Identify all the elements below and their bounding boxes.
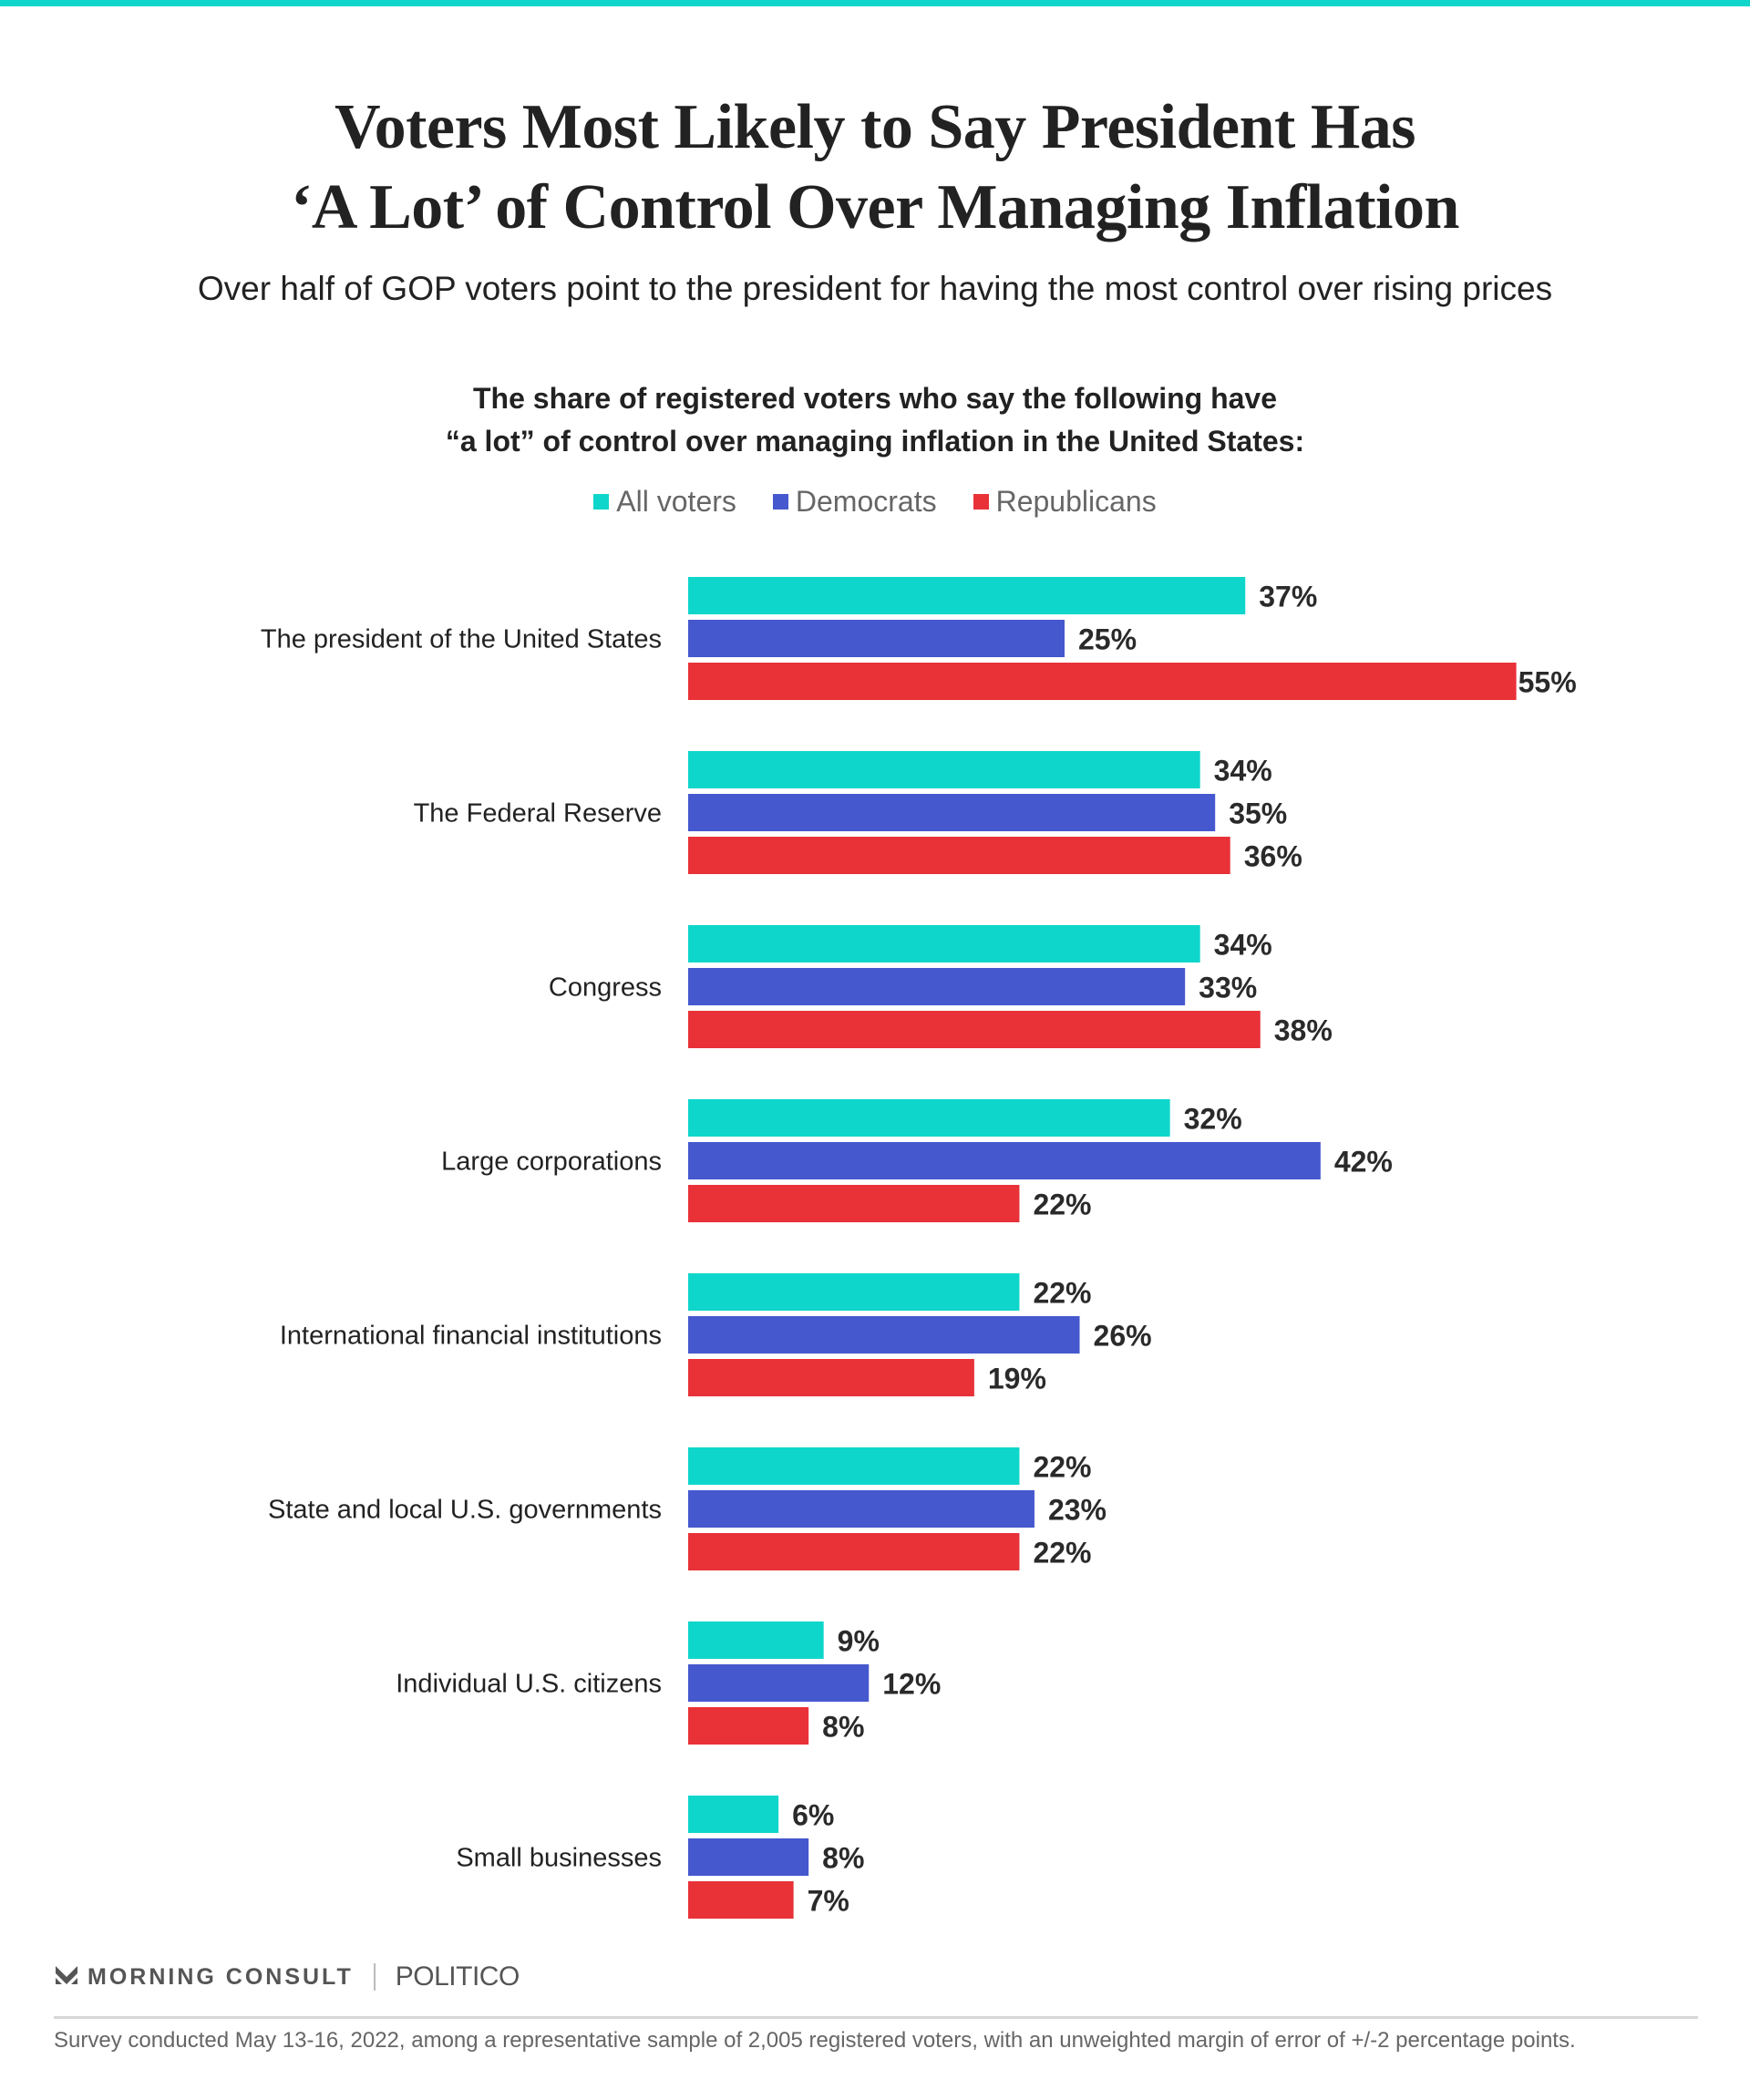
data-label: 42%	[1334, 1146, 1393, 1179]
bar	[688, 1011, 1261, 1048]
data-label: 22%	[1033, 1277, 1091, 1310]
legend: All voters Democrats Republicans	[0, 485, 1750, 519]
title-line-2: ‘A Lot’ of Control Over Managing Inflati…	[291, 172, 1459, 242]
bar	[688, 663, 1517, 700]
data-label: 55%	[1518, 666, 1577, 699]
data-label: 32%	[1184, 1103, 1242, 1136]
footer-logos: MORNING CONSULT POLITICO	[55, 1961, 520, 1992]
chart-heading: The share of registered voters who say t…	[0, 377, 1750, 463]
category-label: The president of the United States	[261, 625, 662, 654]
bar	[688, 794, 1216, 831]
data-label: 6%	[792, 1799, 834, 1832]
legend-swatch	[593, 494, 610, 510]
data-label: 37%	[1259, 581, 1317, 613]
bar	[688, 620, 1065, 657]
data-label: 23%	[1048, 1494, 1107, 1527]
data-label: 36%	[1244, 840, 1302, 873]
legend-item-democrats: Democrats	[772, 485, 937, 519]
data-label: 8%	[822, 1711, 864, 1744]
data-label: 19%	[988, 1363, 1046, 1395]
data-label: 35%	[1229, 798, 1287, 830]
footer-divider	[54, 2016, 1698, 2019]
bar	[688, 1185, 1020, 1222]
data-label: 22%	[1033, 1451, 1091, 1484]
bar	[688, 1359, 974, 1396]
data-label: 25%	[1078, 623, 1137, 656]
data-label: 38%	[1274, 1014, 1333, 1047]
data-label: 12%	[882, 1668, 941, 1701]
legend-label: Republicans	[995, 485, 1157, 518]
legend-item-all-voters: All voters	[593, 485, 736, 519]
bar	[688, 1621, 824, 1659]
bar	[688, 1099, 1170, 1137]
category-label: Large corporations	[441, 1148, 662, 1177]
bar	[688, 1707, 809, 1745]
bar	[688, 1142, 1321, 1179]
data-label: 22%	[1033, 1189, 1091, 1221]
data-label: 34%	[1214, 755, 1272, 788]
category-label: The Federal Reserve	[414, 799, 662, 829]
morning-consult-logo: MORNING CONSULT	[88, 1963, 354, 1990]
category-label: State and local U.S. governments	[268, 1496, 662, 1525]
category-label: Small businesses	[456, 1844, 662, 1873]
bar	[688, 1664, 870, 1702]
bar	[688, 925, 1200, 962]
heading-line-2: “a lot” of control over managing inflati…	[445, 425, 1305, 458]
category-label: Individual U.S. citizens	[396, 1670, 662, 1699]
data-label: 34%	[1214, 929, 1272, 962]
legend-label: Democrats	[795, 485, 937, 518]
bar-chart: The president of the United States 37% 25%…	[261, 577, 1577, 1919]
footnote: Survey conducted May 13-16, 2022, among …	[54, 2028, 1576, 2053]
morning-consult-logo-icon	[56, 1966, 77, 1984]
data-label: 33%	[1199, 972, 1257, 1004]
logo-divider	[373, 1963, 376, 1991]
heading-line-1: The share of registered voters who say t…	[473, 382, 1277, 415]
bar	[688, 1490, 1035, 1528]
data-label: 26%	[1094, 1320, 1152, 1353]
category-label: International financial institutions	[280, 1322, 662, 1351]
top-accent-bar	[0, 0, 1750, 6]
bar	[688, 837, 1230, 874]
bar	[688, 1796, 779, 1833]
bar	[688, 1273, 1020, 1311]
bar	[688, 1447, 1020, 1485]
data-label: 9%	[838, 1625, 880, 1658]
bar	[688, 1881, 794, 1919]
data-label: 22%	[1033, 1537, 1091, 1570]
legend-label: All voters	[616, 485, 736, 518]
bar	[688, 1838, 809, 1876]
chart-subtitle: Over half of GOP voters point to the pre…	[197, 270, 1553, 307]
data-label: 7%	[808, 1885, 849, 1918]
bar	[688, 1533, 1020, 1570]
legend-item-republicans: Republicans	[973, 485, 1157, 519]
legend-swatch	[772, 494, 788, 510]
bar	[688, 968, 1186, 1005]
category-label: Congress	[549, 973, 662, 1003]
chart-title: Voters Most Likely to Say President Has …	[0, 88, 1750, 248]
bar	[688, 1316, 1080, 1354]
legend-swatch	[973, 494, 989, 510]
bar	[688, 577, 1246, 614]
data-label: 8%	[822, 1842, 864, 1875]
bar	[688, 751, 1200, 788]
title-line-1: Voters Most Likely to Say President Has	[334, 92, 1416, 162]
politico-logo: POLITICO	[395, 1961, 520, 1992]
